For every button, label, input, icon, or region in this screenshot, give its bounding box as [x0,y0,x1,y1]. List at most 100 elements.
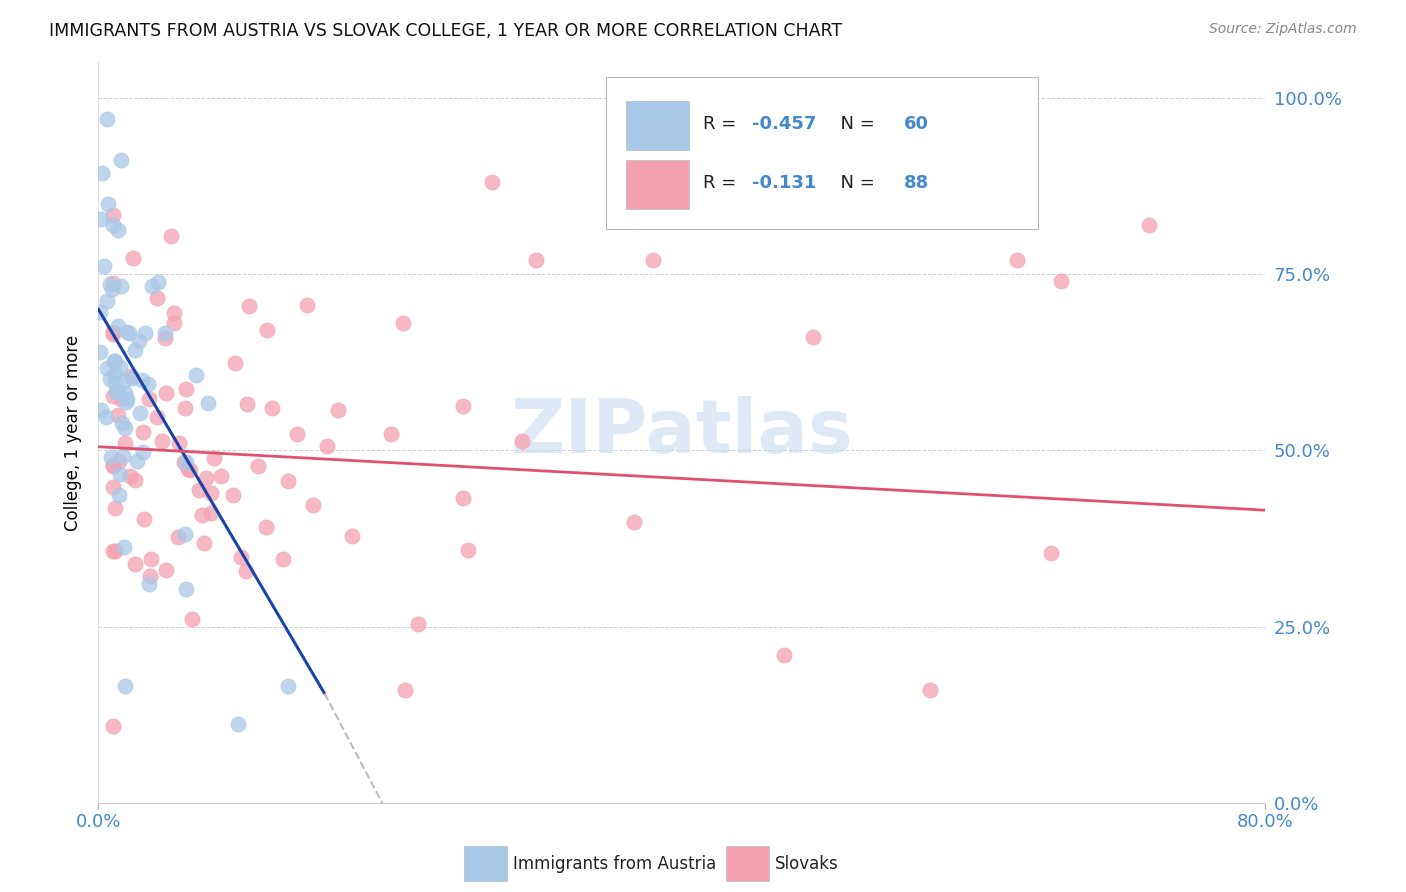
Text: Slovaks: Slovaks [775,855,839,872]
Point [150,434,173,449]
Point [153,331,176,345]
Point [226,717,249,731]
Point [247,458,270,473]
Point [229,549,252,564]
Text: N =: N = [830,115,880,133]
Point [451,399,474,413]
Point [277,475,299,489]
Point [155,563,177,577]
Point [101,458,124,472]
Point [209,468,232,483]
Point [104,376,127,390]
Point [115,325,138,339]
Point [302,498,325,512]
Point [1040,546,1063,560]
Point [155,386,177,401]
Point [641,252,664,267]
Point [524,252,547,267]
Point [256,520,278,534]
Text: R =: R = [703,174,742,192]
Text: Immigrants from Austria: Immigrants from Austria [513,855,716,872]
Text: 60: 60 [904,115,928,133]
Point [316,439,339,453]
Point [107,488,129,502]
Text: 88: 88 [904,174,929,192]
Point [112,449,135,463]
Text: IMMIGRANTS FROM AUSTRIA VS SLOVAK COLLEGE, 1 YEAR OR MORE CORRELATION CHART: IMMIGRANTS FROM AUSTRIA VS SLOVAK COLLEG… [49,22,842,40]
Point [194,471,217,485]
Point [122,251,145,265]
Point [107,319,129,334]
Point [101,326,124,340]
Point [200,485,222,500]
Point [380,427,402,442]
Point [139,569,162,583]
Point [101,389,124,403]
Point [256,323,278,337]
Point [131,373,153,387]
Point [328,403,350,417]
Point [98,372,121,386]
Point [96,112,118,126]
Point [167,530,190,544]
Point [90,212,112,227]
Point [801,330,824,344]
Point [104,501,127,516]
Point [89,345,111,359]
Point [96,360,118,375]
Point [107,223,129,237]
Point [107,385,129,400]
Point [98,277,121,291]
Point [391,316,413,330]
Point [153,326,176,340]
Point [138,392,160,406]
Point [146,410,169,425]
Point [163,316,186,330]
Point [167,436,190,450]
Point [173,526,195,541]
Point [94,409,117,424]
Point [146,291,169,305]
Point [114,436,136,450]
Point [141,552,163,566]
FancyBboxPatch shape [727,847,769,880]
Point [101,326,124,341]
Text: Source: ZipAtlas.com: Source: ZipAtlas.com [1209,22,1357,37]
Point [128,406,150,420]
Point [406,617,429,632]
Point [121,371,143,385]
Point [100,450,122,464]
Point [132,425,155,440]
Point [104,544,127,558]
Point [91,166,114,180]
Point [124,558,146,572]
Point [197,396,219,410]
Point [285,427,308,442]
Point [173,401,195,415]
Point [174,582,197,596]
Point [918,683,941,698]
Point [174,455,197,469]
Point [118,326,141,340]
Point [174,382,197,396]
Point [111,416,134,430]
Point [104,354,127,368]
Point [93,259,115,273]
Point [101,458,124,473]
Point [134,326,156,341]
Point [340,529,363,543]
Point [101,208,124,222]
Point [114,420,136,434]
Point [394,683,416,698]
Point [114,395,136,409]
Point [101,218,124,232]
Point [124,343,146,357]
Point [193,535,215,549]
Point [107,408,129,422]
Point [1007,252,1029,267]
Point [181,612,204,626]
Point [260,401,283,416]
Point [295,298,318,312]
Point [110,392,132,406]
Point [114,680,136,694]
